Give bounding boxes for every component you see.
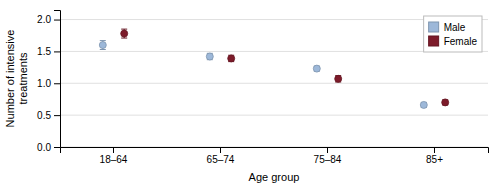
y-axis-title-line: Number of intensive — [4, 30, 16, 128]
tick-label: 18–64 — [100, 154, 128, 165]
error-bar — [335, 76, 341, 82]
point — [206, 53, 213, 60]
series — [99, 41, 427, 109]
axis-line — [61, 148, 489, 154]
error-bar — [421, 102, 427, 107]
legend: Male Female — [424, 16, 482, 52]
tick-mark — [54, 20, 60, 21]
marks — [99, 29, 448, 108]
legend-item: Female — [429, 36, 478, 47]
error-bar-cap — [121, 29, 127, 30]
grid-line — [60, 115, 488, 116]
error-bar-cap — [100, 49, 106, 50]
x-axis-title: Age group — [249, 171, 300, 183]
tick: 1.0 — [37, 78, 60, 89]
y-axis: 0.0 0.5 1.0 1.5 2.0 — [37, 11, 60, 153]
tick: 75–84 — [314, 147, 342, 165]
tick-mark — [54, 83, 60, 84]
tick-mark — [434, 147, 435, 153]
error-bar-cap — [100, 40, 106, 41]
point — [121, 30, 128, 37]
tick: 2.0 — [37, 14, 60, 25]
tick-mark — [54, 115, 60, 116]
legend-swatch — [429, 22, 439, 32]
error-bar — [314, 66, 320, 71]
error-bar — [121, 29, 127, 38]
legend-frame — [424, 16, 482, 52]
tick-label: 65–74 — [207, 154, 235, 165]
tick-mark — [327, 147, 328, 153]
tick: 65–74 — [207, 147, 235, 165]
tick: 85+ — [426, 147, 443, 165]
point — [420, 101, 427, 108]
point — [442, 99, 449, 106]
tick-label: 1.5 — [37, 46, 51, 57]
tick-label: 85+ — [426, 154, 443, 165]
legend-item: Male — [429, 22, 466, 33]
point — [335, 75, 342, 82]
tick-mark — [113, 147, 114, 153]
x-axis: 18–64 65–74 75–84 85+ — [61, 147, 489, 165]
point — [313, 65, 320, 72]
tick: 0.0 — [37, 142, 60, 153]
tick-mark — [54, 147, 60, 148]
y-axis-title-line: treatments — [17, 52, 29, 104]
tick: 1.5 — [37, 46, 60, 57]
error-bar — [442, 100, 448, 105]
legend-swatch — [429, 36, 439, 46]
error-bar — [207, 53, 213, 59]
chart: 0.0 0.5 1.0 1.5 2.0 18–64 65–74 75–84 85+ Age gro… — [0, 0, 500, 185]
plot: 0.0 0.5 1.0 1.5 2.0 18–64 65–74 75–84 85+ — [37, 11, 488, 166]
error-bar-cap — [121, 38, 127, 39]
axis-line — [54, 11, 61, 148]
tick: 0.5 — [37, 110, 60, 121]
y-axis-title: Number of intensivetreatments — [4, 30, 29, 128]
legend-label: Female — [444, 36, 478, 47]
tick-mark — [54, 51, 60, 52]
error-bar — [228, 55, 234, 61]
tick: 18–64 — [100, 147, 128, 165]
tick-label: 75–84 — [314, 154, 342, 165]
error-bar — [100, 41, 106, 50]
series — [121, 29, 449, 106]
tick-label: 0.0 — [37, 142, 51, 153]
grid-line — [60, 83, 488, 84]
legend-label: Male — [444, 22, 466, 33]
tick-label: 1.0 — [37, 78, 51, 89]
tick-label: 2.0 — [37, 14, 51, 25]
tick-mark — [220, 147, 221, 153]
point — [228, 55, 235, 62]
point — [99, 42, 106, 49]
tick-label: 0.5 — [37, 110, 51, 121]
